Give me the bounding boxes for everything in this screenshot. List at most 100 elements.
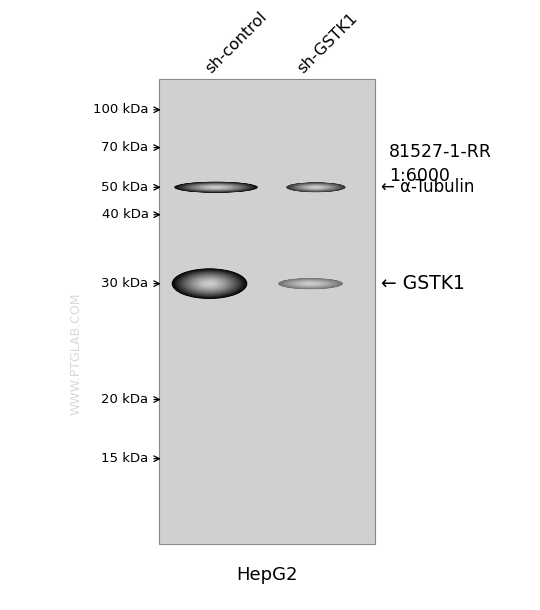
Ellipse shape [180,272,239,295]
Ellipse shape [301,282,320,285]
Ellipse shape [296,184,335,190]
Ellipse shape [211,187,221,188]
Ellipse shape [297,184,335,190]
Ellipse shape [308,283,313,284]
Ellipse shape [307,283,314,284]
Ellipse shape [206,282,213,285]
Ellipse shape [209,187,223,188]
Ellipse shape [177,270,242,297]
Ellipse shape [213,187,219,188]
Ellipse shape [208,283,211,284]
Ellipse shape [201,185,231,189]
Ellipse shape [292,183,340,192]
Ellipse shape [201,280,218,287]
Ellipse shape [302,282,319,285]
Ellipse shape [205,186,227,188]
Ellipse shape [295,281,326,286]
Ellipse shape [306,185,326,189]
Ellipse shape [283,279,338,289]
Ellipse shape [305,282,316,284]
Ellipse shape [299,184,333,190]
Ellipse shape [185,274,234,293]
Ellipse shape [201,281,218,287]
Ellipse shape [206,186,226,188]
Ellipse shape [291,183,341,192]
Ellipse shape [305,185,327,189]
Ellipse shape [297,281,324,286]
Ellipse shape [192,276,227,291]
Ellipse shape [172,268,247,299]
Ellipse shape [186,274,233,293]
Ellipse shape [287,182,345,192]
Ellipse shape [307,186,325,188]
Ellipse shape [195,185,237,190]
Ellipse shape [292,184,340,191]
Ellipse shape [183,273,237,295]
Ellipse shape [202,185,230,189]
Ellipse shape [313,187,319,188]
Text: 50 kDa: 50 kDa [102,181,148,194]
Ellipse shape [207,282,212,285]
Ellipse shape [281,279,340,289]
Ellipse shape [175,182,257,193]
Ellipse shape [202,185,230,189]
Ellipse shape [202,281,217,287]
Ellipse shape [196,185,236,190]
Ellipse shape [176,270,243,297]
Ellipse shape [198,185,234,190]
Ellipse shape [176,182,256,193]
Ellipse shape [213,187,219,188]
Ellipse shape [299,282,322,285]
Ellipse shape [183,273,236,295]
Ellipse shape [310,186,322,188]
Ellipse shape [211,187,221,188]
Ellipse shape [295,281,326,286]
Ellipse shape [289,183,342,192]
Ellipse shape [288,280,333,287]
Ellipse shape [184,183,248,192]
Ellipse shape [204,281,215,286]
Ellipse shape [202,281,217,287]
Ellipse shape [302,185,329,190]
Ellipse shape [289,183,343,192]
Ellipse shape [187,274,232,293]
Ellipse shape [306,185,326,189]
Ellipse shape [183,183,249,192]
Ellipse shape [304,185,328,189]
Ellipse shape [296,281,325,286]
Ellipse shape [206,186,226,188]
Ellipse shape [304,282,317,285]
Ellipse shape [174,269,245,298]
Ellipse shape [292,281,329,287]
Ellipse shape [290,280,331,287]
Ellipse shape [298,184,334,190]
Ellipse shape [288,183,343,192]
Ellipse shape [191,184,241,190]
Ellipse shape [282,279,339,289]
Ellipse shape [199,279,220,288]
Ellipse shape [302,185,330,190]
Ellipse shape [191,276,228,291]
Ellipse shape [178,271,241,296]
Ellipse shape [302,282,319,285]
Ellipse shape [189,275,231,292]
Ellipse shape [298,281,323,286]
Ellipse shape [287,280,334,287]
Text: 81527-1-RR
1:6000: 81527-1-RR 1:6000 [389,143,492,185]
Ellipse shape [174,270,245,298]
Ellipse shape [180,271,239,296]
Ellipse shape [204,185,228,189]
Text: HepG2: HepG2 [237,565,298,584]
Ellipse shape [286,279,335,288]
Ellipse shape [289,280,332,287]
Ellipse shape [288,182,344,192]
Ellipse shape [194,278,225,290]
Ellipse shape [308,283,313,284]
Ellipse shape [291,280,330,287]
Ellipse shape [198,279,221,289]
Ellipse shape [210,187,222,188]
Ellipse shape [301,185,330,190]
Ellipse shape [306,283,315,284]
Ellipse shape [312,187,320,188]
Ellipse shape [182,183,250,192]
